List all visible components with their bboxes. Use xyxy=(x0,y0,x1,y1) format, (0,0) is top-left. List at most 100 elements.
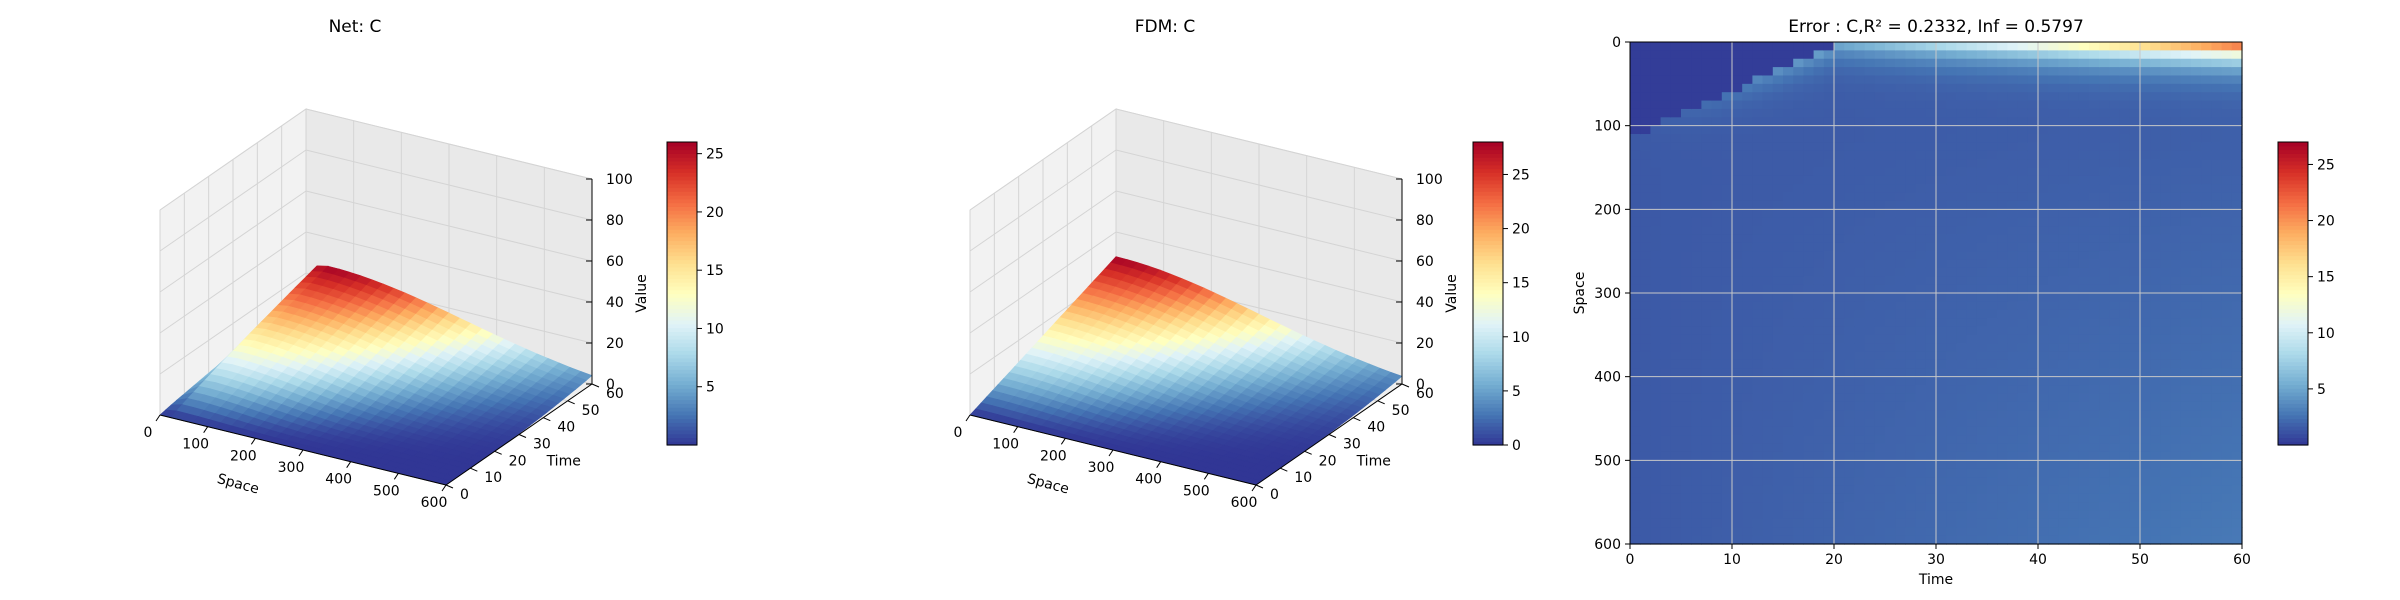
heatmap-cell xyxy=(1711,167,1723,177)
heatmap-cell xyxy=(2027,50,2039,60)
heatmap-cell xyxy=(1630,242,1641,252)
heatmap-cell xyxy=(2089,83,2100,93)
colorbar-segment xyxy=(1473,342,1503,348)
heatmap-cell xyxy=(1813,351,1825,361)
heatmap-cell xyxy=(2078,167,2090,177)
heatmap-cell xyxy=(2129,510,2141,520)
heatmap-cell xyxy=(2089,284,2100,294)
heatmap-cell xyxy=(1803,410,1815,420)
heatmap-cell xyxy=(1834,309,1845,319)
heatmap-cell xyxy=(2038,251,2049,261)
heatmap-cell xyxy=(1711,385,1723,394)
heatmap-cell xyxy=(1874,58,1886,68)
heatmap-cell xyxy=(2068,167,2080,177)
heatmap-cell xyxy=(1640,527,1651,537)
heatmap-cell xyxy=(1966,510,1978,520)
heatmap-cell xyxy=(2089,326,2100,336)
heatmap-cell xyxy=(2078,134,2090,143)
heatmap-cell xyxy=(1895,159,1906,169)
heatmap-cell xyxy=(2150,175,2161,185)
heatmap-cell xyxy=(2140,527,2151,537)
z-tick-label: 80 xyxy=(1416,213,1434,229)
y-tick xyxy=(567,400,575,405)
heatmap-cell xyxy=(1874,401,1886,411)
heatmap-cell xyxy=(2099,259,2110,269)
heatmap-cell xyxy=(1701,359,1713,369)
heatmap-cell xyxy=(2068,234,2080,244)
heatmap-cell xyxy=(1997,376,2008,386)
heatmap-cell xyxy=(1742,159,1753,169)
heatmap-cell xyxy=(1854,50,1866,60)
heatmap-cell xyxy=(1681,460,1692,470)
colorbar-segment xyxy=(1473,304,1503,310)
heatmap-cell xyxy=(1783,401,1794,411)
heatmap-cell xyxy=(2068,485,2080,495)
heatmap-cell xyxy=(2078,184,2090,194)
heatmap-cell xyxy=(1844,318,1855,328)
heatmap-cell xyxy=(1936,284,1947,294)
heatmap-cell xyxy=(1630,217,1641,227)
heatmap-cell xyxy=(1732,267,1743,277)
heatmap-cell xyxy=(1915,200,1927,210)
heatmap-cell xyxy=(1742,502,1753,512)
heatmap-cell xyxy=(1701,309,1713,319)
heatmap-cell xyxy=(2078,284,2090,294)
heatmap-cell xyxy=(1793,142,1804,152)
colorbar-segment xyxy=(667,270,697,276)
heatmap-cell xyxy=(2048,276,2059,286)
heatmap-cell xyxy=(1925,276,1937,286)
heatmap-cell xyxy=(2038,502,2049,512)
heatmap-cell xyxy=(1691,493,1702,503)
heatmap-cell xyxy=(2129,318,2141,328)
heatmap-cell xyxy=(1854,334,1866,344)
heatmap-cell xyxy=(1946,117,1957,127)
heatmap-cell xyxy=(1752,125,1764,135)
heatmap-cell xyxy=(2017,410,2029,420)
heatmap-cell xyxy=(2160,485,2172,495)
heatmap-cell xyxy=(2150,58,2161,68)
colorbar-segment xyxy=(667,395,697,401)
heatmap-cell xyxy=(2109,451,2121,461)
heatmap-cell xyxy=(1844,200,1855,210)
heatmap-cell xyxy=(1681,217,1692,227)
heatmap-cell xyxy=(1823,209,1835,219)
heatmap-cell xyxy=(1854,443,1866,453)
heatmap-cell xyxy=(1864,318,1876,328)
heatmap-cell xyxy=(1976,100,1988,110)
y-tick-label: 10 xyxy=(484,470,502,486)
heatmap-cell xyxy=(1895,485,1906,495)
heatmap-cell xyxy=(2129,309,2141,319)
colorbar-segment xyxy=(1473,142,1503,147)
heatmap-cell xyxy=(1803,284,1815,294)
heatmap-cell xyxy=(1681,92,1692,102)
heatmap-cell xyxy=(1864,460,1876,470)
heatmap-cell xyxy=(1670,410,1682,420)
heatmap-cell xyxy=(1660,410,1672,420)
heatmap-cell xyxy=(1630,502,1641,512)
heatmap-cell xyxy=(2109,67,2121,77)
heatmap-cell xyxy=(2048,376,2059,386)
colorbar-tick-label: 10 xyxy=(706,321,724,337)
heatmap-cell xyxy=(1987,284,1998,294)
heatmap-cell xyxy=(1762,309,1774,319)
heatmap-cell xyxy=(1650,326,1662,336)
heatmap-cell xyxy=(2048,234,2059,244)
heatmap-cell xyxy=(1691,477,1702,487)
heatmap-cell xyxy=(2089,259,2100,269)
heatmap-cell xyxy=(1803,83,1815,93)
heatmap-cell xyxy=(2007,334,2019,344)
heatmap-cell xyxy=(1997,418,2008,428)
heatmap-cell xyxy=(1864,100,1876,110)
heatmap-cell xyxy=(2048,293,2059,302)
heatmap-cell xyxy=(1864,376,1876,386)
heatmap-cell xyxy=(2170,58,2182,68)
heatmap-cell xyxy=(1844,351,1855,361)
heatmap-cell xyxy=(1691,150,1702,160)
heatmap-cell xyxy=(1966,276,1978,286)
heatmap-cell xyxy=(1946,426,1957,436)
heatmap-cell xyxy=(1772,217,1784,227)
heatmap-cell xyxy=(2068,267,2080,277)
heatmap-cell xyxy=(1660,368,1672,378)
heatmap-cell xyxy=(1936,200,1947,210)
heatmap-cell xyxy=(1650,75,1662,85)
